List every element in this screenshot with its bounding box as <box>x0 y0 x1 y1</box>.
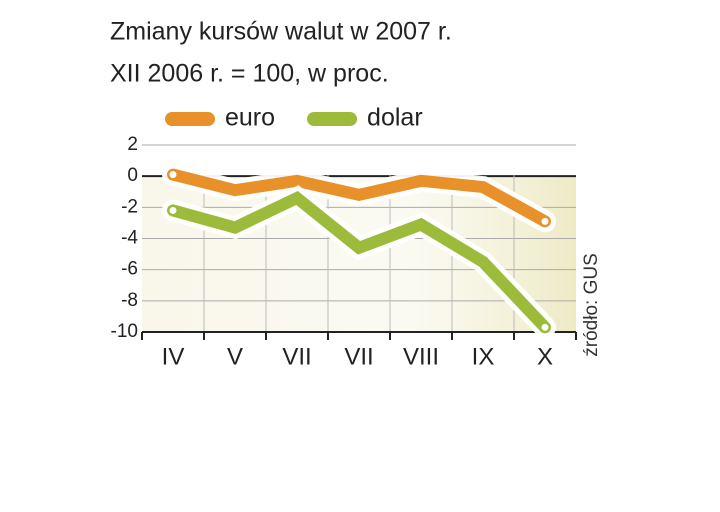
series-line <box>167 168 551 228</box>
x-tick-label: V <box>227 343 243 370</box>
end-point <box>167 204 179 216</box>
source-label: źródło: GUS <box>581 253 602 356</box>
legend-label: dolar <box>367 104 423 132</box>
y-tick-label: -4 <box>121 228 138 249</box>
legend-swatch <box>307 112 358 126</box>
legend-label: euro <box>225 104 275 132</box>
y-tick-label: 2 <box>127 134 138 155</box>
y-tick-label: -6 <box>121 259 138 280</box>
end-point <box>539 215 551 227</box>
chart-title: Zmiany kursów walut w 2007 r. <box>110 18 452 46</box>
y-tick-label: -8 <box>121 290 138 311</box>
y-tick-label: -10 <box>111 321 138 342</box>
y-tick-label: -2 <box>121 196 138 217</box>
y-tick-label: 0 <box>127 165 138 186</box>
x-tick-label: IX <box>472 343 495 370</box>
series-line <box>167 190 551 334</box>
x-tick-label: VII <box>344 343 373 370</box>
x-tick-label: VII <box>282 343 311 370</box>
x-tick-label: X <box>537 343 553 370</box>
end-point <box>539 321 551 333</box>
x-tick-label: VIII <box>403 343 439 370</box>
end-point <box>167 169 179 181</box>
x-tick-label: IV <box>162 343 185 370</box>
legend-swatch <box>165 112 215 126</box>
chart-subtitle: XII 2006 r. = 100, w proc. <box>110 60 389 88</box>
